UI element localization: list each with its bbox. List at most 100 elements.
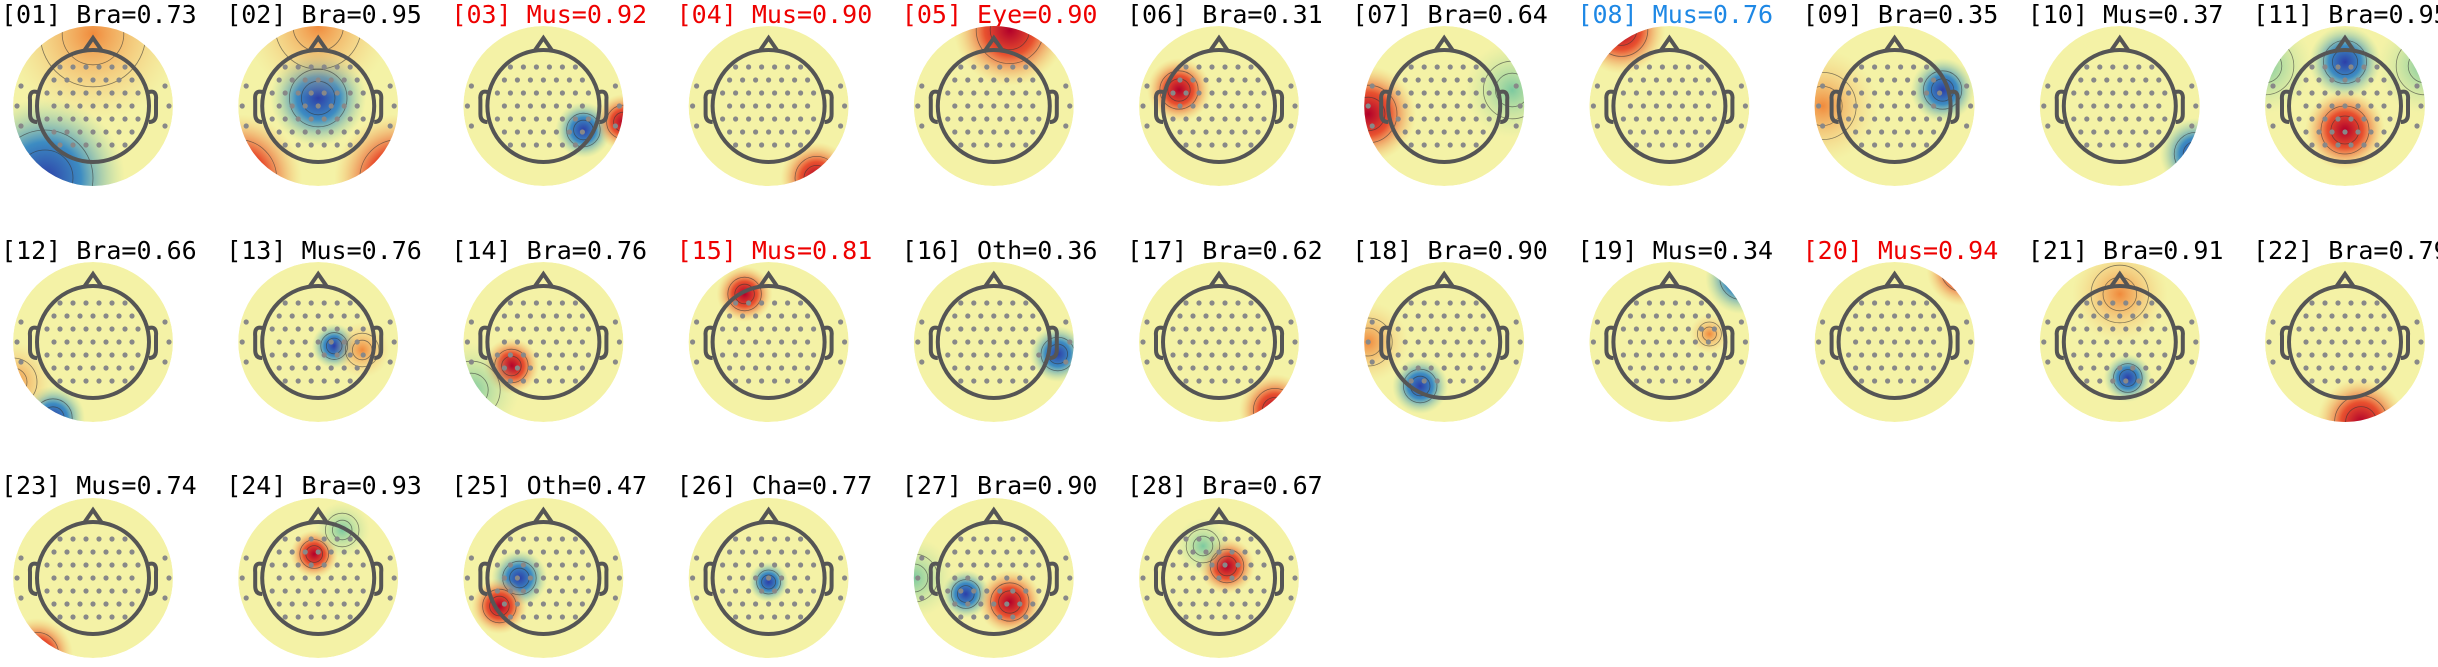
electrode (2270, 123, 2276, 129)
component-label: [05] Eye=0.90 (902, 0, 1098, 29)
electrode (360, 588, 366, 594)
electrode (1209, 588, 1215, 594)
electrode (1447, 300, 1453, 306)
electrode (2136, 90, 2142, 96)
topomap: [25] Oth=0.47 (451, 471, 647, 658)
electrode (1859, 142, 1865, 148)
ear (2054, 89, 2065, 124)
electrode (468, 595, 474, 601)
electrode (507, 352, 513, 358)
electrode (1879, 313, 1885, 319)
electrode (694, 595, 700, 601)
electrode (546, 562, 553, 568)
electrode (103, 365, 109, 371)
electrode (533, 536, 540, 542)
electrode (468, 123, 474, 129)
electrode (540, 129, 547, 135)
electrode (1859, 326, 1865, 332)
electrode (1513, 123, 1519, 129)
electrode (1441, 365, 1447, 371)
electrode (2149, 378, 2155, 384)
electrode (2309, 64, 2315, 70)
component-label: [24] Bra=0.93 (226, 471, 422, 500)
electrode (566, 77, 573, 83)
contour (238, 155, 262, 186)
electrode (785, 378, 791, 384)
electrode (129, 339, 135, 345)
electrode (838, 319, 844, 325)
electrode (122, 90, 128, 96)
electrode (90, 103, 96, 109)
electrode (1698, 116, 1704, 122)
electrode (991, 365, 997, 371)
electrode (2149, 116, 2155, 122)
electrode (1402, 339, 1408, 345)
electrode (1905, 313, 1911, 319)
electrode (1480, 77, 1486, 83)
electrode (1023, 536, 1029, 542)
electrode (1738, 359, 1744, 365)
electrode (2110, 300, 2116, 306)
electrode (1248, 64, 1254, 70)
electrode (308, 614, 314, 620)
ear (2400, 89, 2411, 124)
electrode (792, 77, 798, 83)
electrode (559, 352, 566, 358)
electrode (1017, 601, 1023, 607)
electrode (546, 142, 553, 148)
electrode (1666, 313, 1672, 319)
electrode (2368, 103, 2374, 109)
electrode (302, 129, 308, 135)
electrode (2361, 116, 2367, 122)
contour (2182, 140, 2200, 167)
electrode (64, 339, 70, 345)
electrode (1738, 83, 1744, 89)
electrode (109, 90, 115, 96)
electrode (772, 142, 778, 148)
electrode (2355, 129, 2361, 135)
electrode (1030, 103, 1036, 109)
topomap: [04] Mus=0.90 (677, 0, 872, 186)
head-outline (1836, 48, 1953, 164)
electrode (1222, 352, 1228, 358)
electrode (546, 536, 553, 542)
electrode (1885, 64, 1891, 70)
topomap: [16] Oth=0.36 (902, 236, 1097, 422)
electrode (1486, 326, 1492, 332)
electrode (1698, 90, 1704, 96)
electrode (1705, 77, 1711, 83)
electrode (116, 129, 122, 135)
electrode (1365, 103, 1371, 109)
electrode (553, 365, 560, 371)
electrode (494, 352, 500, 358)
ear (824, 325, 834, 360)
ear (253, 561, 263, 596)
electrode (2143, 103, 2149, 109)
electrode (1010, 562, 1016, 568)
electrode (2355, 365, 2361, 371)
electrode (135, 562, 141, 568)
electrode (321, 588, 327, 594)
electrode (282, 378, 288, 384)
electrode (579, 313, 586, 319)
electrode (984, 64, 990, 70)
electrode (334, 352, 340, 358)
electrode (387, 83, 393, 89)
ear (1049, 561, 1059, 596)
electrode (746, 64, 752, 70)
electrode (464, 103, 470, 109)
electrode (334, 142, 340, 148)
electrode (1853, 313, 1859, 319)
electrode (1685, 142, 1691, 148)
electrode (1229, 77, 1235, 83)
electrode (572, 536, 579, 542)
electrode (2156, 313, 2162, 319)
electrode (501, 103, 507, 109)
electrode (2329, 103, 2335, 109)
electrode (727, 103, 733, 109)
topomap: [13] Mus=0.76 (226, 236, 422, 422)
electrode (1017, 77, 1023, 83)
electrode (1653, 339, 1659, 345)
electrode (1866, 339, 1872, 345)
